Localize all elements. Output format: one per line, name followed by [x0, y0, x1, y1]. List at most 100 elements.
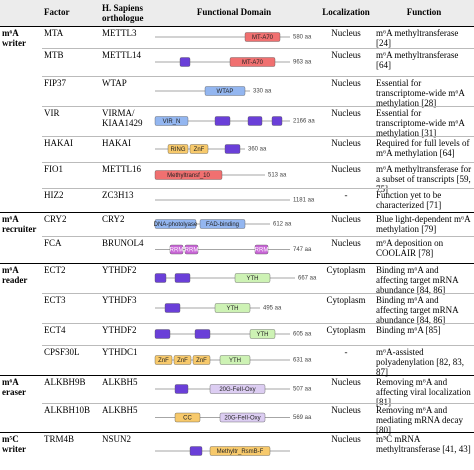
domain-box	[154, 170, 223, 180]
localization: Cytoplasm	[326, 265, 366, 275]
domain-box	[174, 273, 191, 283]
domain-box	[189, 144, 209, 154]
domain-box	[179, 57, 191, 67]
domain-label: YTH	[227, 306, 239, 312]
domain-label: FAD-binding	[206, 222, 239, 228]
function: Essential for transcriptome-wide m⁶A met…	[376, 108, 465, 138]
orthologue: METTL14	[102, 50, 141, 60]
domain-box	[209, 446, 271, 456]
orthologue: YTHDF2	[102, 325, 137, 335]
length-label: 1181 aa	[293, 198, 315, 204]
function: m⁶A methyltransferase for a subset of tr…	[376, 164, 472, 194]
domain-label: Methyltr_RsmB-F	[217, 449, 264, 455]
factor: ECT4	[44, 325, 66, 335]
factor: ECT3	[44, 295, 66, 305]
domain-box	[164, 303, 181, 313]
factor: MTA	[44, 28, 64, 38]
domain-label: MT-A70	[252, 35, 274, 41]
row-rule	[42, 323, 474, 324]
factor: HIZ2	[44, 190, 64, 200]
row-rule	[42, 188, 474, 189]
domain-box	[271, 116, 283, 126]
localization: Nucleus	[331, 108, 361, 118]
category-label: m⁵C writer	[2, 434, 26, 454]
length-label: 580 aa	[293, 35, 312, 41]
domain-diagram: MT-A70 580 aa	[155, 32, 312, 42]
group-rule	[0, 375, 474, 376]
header-domain: Functional Domain	[196, 7, 272, 17]
orthologue: METTL3	[102, 28, 137, 38]
orthologue: NSUN2	[102, 434, 132, 444]
domain-diagram: CC 20G-FeII-Oxy 569 aa	[155, 412, 312, 423]
length-label: 963 aa	[293, 60, 312, 66]
row-rule	[42, 293, 474, 294]
factor: FIO1	[44, 164, 64, 174]
orthologue: YTHDC1	[102, 347, 138, 357]
domain-box	[154, 273, 167, 283]
header-band	[0, 0, 474, 26]
function: Binding m⁶A and affecting target mRNA ab…	[376, 295, 459, 325]
domain-box	[247, 116, 263, 126]
domain-diagram: 1181 aa	[155, 198, 315, 204]
domain-label: ZnF	[196, 358, 207, 364]
domain-diagram: 20G-FeII-Oxy 507 aa	[155, 384, 312, 394]
orthologue: YTHDF2	[102, 265, 137, 275]
domain-box	[214, 116, 231, 126]
function: m⁶A-assisted polyadenylation [82, 83, 87…	[376, 347, 464, 377]
localization: Cytoplasm	[326, 295, 366, 305]
domain-box	[209, 384, 266, 394]
domain-box	[189, 446, 203, 456]
domain-box	[154, 355, 173, 365]
domain-label: 20G-FeII-Oxy	[224, 416, 260, 422]
group-rule	[0, 263, 474, 264]
domain-box	[254, 244, 269, 255]
function: Blue light-dependent m⁶A methylation [79…	[376, 214, 471, 234]
factor: VIR	[44, 108, 60, 118]
group-rule	[0, 212, 474, 213]
length-label: 507 aa	[293, 387, 312, 393]
header-function: Function	[406, 7, 442, 17]
domain-box	[194, 329, 211, 339]
category-label: m⁶A eraser	[2, 377, 26, 397]
domain-box	[244, 32, 281, 42]
domain-box	[174, 384, 189, 394]
domain-label: RRM	[255, 248, 269, 254]
function: Binding m⁶A and affecting target mRNA ab…	[376, 265, 459, 295]
domain-diagram: WTAP 330 aa	[155, 86, 272, 96]
length-label: 495 aa	[263, 306, 282, 312]
localization: Nucleus	[331, 50, 361, 60]
domain-diagram: ZnF ZnF ZnF YTH 631 aa	[154, 355, 312, 365]
localization: Nucleus	[331, 28, 361, 38]
row-rule	[42, 76, 474, 77]
row-rule	[42, 162, 474, 163]
domain-label: Methyltransf_10	[167, 173, 210, 179]
domain-label: WTAP	[217, 89, 234, 95]
domain-label: RRM	[170, 248, 184, 254]
orthologue: ALKBH5	[102, 405, 138, 415]
domain-box	[167, 144, 189, 154]
length-label: 747 aa	[293, 247, 312, 253]
length-label: 631 aa	[293, 358, 312, 364]
domain-label: VIR_N	[163, 119, 181, 125]
domain-label: 20G-FeII-Oxy	[219, 387, 255, 393]
domain-diagram: Methyltr_RsmB-F	[155, 446, 290, 456]
domain-box	[229, 57, 276, 67]
row-rule	[42, 403, 474, 404]
factor: TRM4B	[44, 434, 75, 444]
domain-diagram: YTH 605 aa	[154, 329, 312, 339]
localization: -	[344, 190, 348, 200]
localization: Nucleus	[331, 138, 361, 148]
domain-label: ZnF	[158, 358, 169, 364]
domain-box	[173, 355, 192, 365]
localization: Nucleus	[331, 405, 361, 415]
function: Removing m⁶A and affecting viral localiz…	[376, 377, 471, 407]
domain-diagram: RRM RRM RRM 747 aa	[155, 244, 312, 255]
domain-box	[224, 144, 241, 154]
domain-diagram: DNA-photolyase FAD-binding 612 aa	[154, 219, 292, 229]
orthologue: ALKBH5	[102, 377, 138, 387]
domain-box	[154, 219, 197, 229]
domain-box	[234, 273, 271, 283]
row-rule	[42, 106, 474, 107]
orthologue: ZC3H13	[102, 190, 134, 200]
